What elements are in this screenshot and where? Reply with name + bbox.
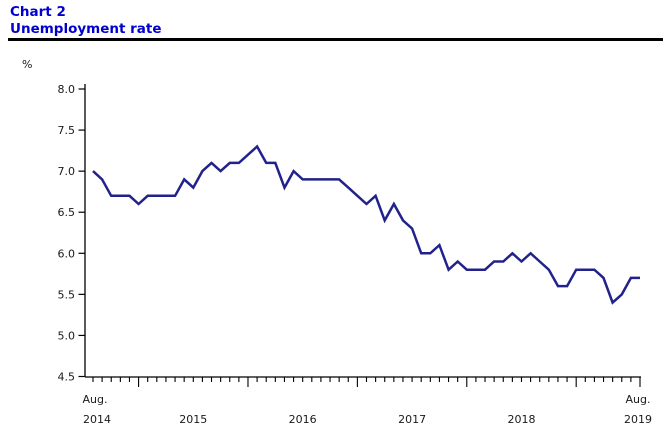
y-tick-label: 4.5 <box>58 371 76 384</box>
chart-title: Unemployment rate <box>10 20 162 37</box>
y-tick-label: 5.5 <box>58 288 76 301</box>
x-year-label: 2016 <box>289 413 317 426</box>
x-year-label: 2015 <box>179 413 207 426</box>
y-tick-label: 7.0 <box>58 165 76 178</box>
y-tick-label: 6.5 <box>58 206 76 219</box>
title-divider <box>8 38 663 41</box>
x-end-year-label: 2019 <box>624 413 652 426</box>
x-end-month-label: Aug. <box>626 393 651 406</box>
y-tick-label: 6.0 <box>58 247 76 260</box>
x-start-year-label: 2014 <box>83 413 111 426</box>
x-year-label: 2017 <box>398 413 426 426</box>
chart-header: Chart 2 Unemployment rate <box>10 4 162 38</box>
chart-number: Chart 2 <box>10 4 66 20</box>
y-tick-label: 5.0 <box>58 329 76 342</box>
y-unit-label: % <box>22 58 33 71</box>
y-tick-label: 7.5 <box>58 124 76 137</box>
y-tick-label: 8.0 <box>58 83 76 96</box>
x-start-month-label: Aug. <box>83 393 108 406</box>
x-year-label: 2018 <box>507 413 535 426</box>
unemployment-line <box>92 144 640 305</box>
